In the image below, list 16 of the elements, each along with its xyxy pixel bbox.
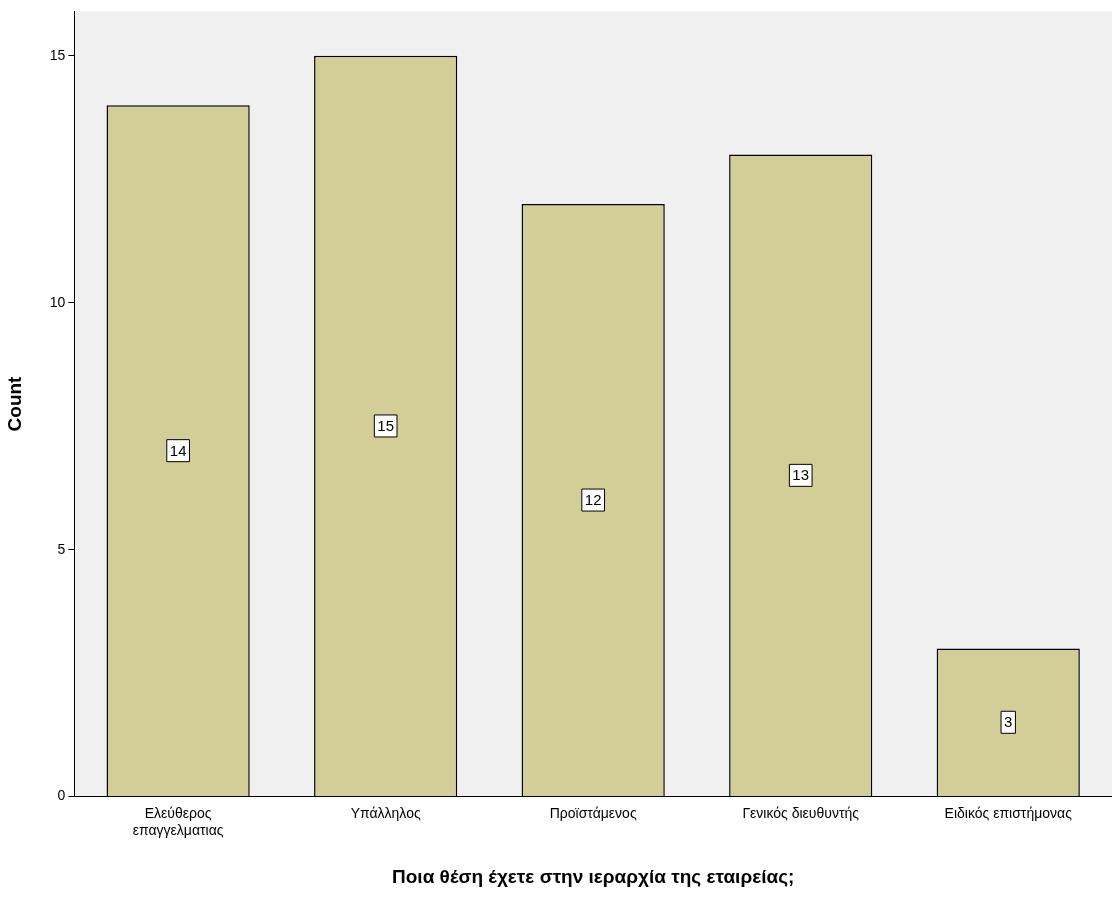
y-tick-label: 0 (57, 787, 66, 804)
data-label: 3 (1004, 713, 1013, 731)
y-tick-label: 15 (49, 46, 66, 63)
data-label: 13 (792, 466, 810, 484)
x-tick-label: Υπάλληλος (350, 804, 421, 821)
x-tick-label: Ειδικός επιστήμονας (944, 804, 1073, 821)
y-tick-label: 10 (49, 293, 66, 310)
x-axis-title: Ποια θέση έχετε στην ιεραρχία της εταιρείας; (392, 865, 795, 887)
data-label: 12 (584, 491, 602, 509)
x-tick-label: Προϊστάμενος (549, 804, 637, 821)
y-axis-title: Count (3, 375, 25, 432)
x-tick-label: Ελεύθερος επαγγελματιας (132, 804, 224, 838)
data-label: 15 (377, 417, 394, 435)
data-label: 14 (169, 441, 187, 459)
x-tick-label: Γενικός διευθυντής (742, 804, 860, 821)
y-tick-label: 5 (57, 540, 66, 557)
